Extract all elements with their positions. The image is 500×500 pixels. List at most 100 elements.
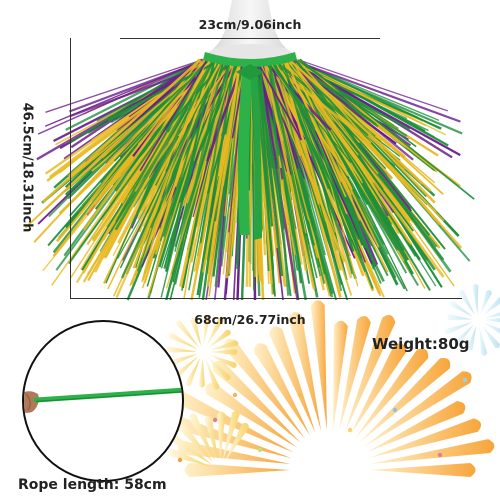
firework-ray [205,317,224,347]
tinsel-strand [290,60,432,192]
firework-ray [205,357,220,390]
confetti-dot [257,447,263,453]
tinsel-strand [272,63,317,130]
tinsel-strand [297,59,417,148]
firework-ray [480,290,492,315]
tinsel-strand [42,58,201,203]
tinsel-strand [139,60,208,172]
width-dimension-line [70,298,462,299]
firework-ray [454,324,474,346]
confetti-dot [392,407,398,413]
firework-ray [363,371,472,448]
tinsel-strand [298,59,448,112]
firework-ray [207,356,231,381]
firework-ray [166,346,198,353]
confetti-dot [212,417,218,423]
firework-ray [370,463,476,477]
firework-ray [368,418,482,459]
firework-ray [472,283,479,315]
tinsel-strand [45,59,201,113]
length-label: 46.5cm/18.31inch [19,102,35,233]
firework-ray [369,439,495,465]
tinsel-strand [282,63,329,190]
tinsel-cape-image [24,0,475,301]
tinsel-strand [69,58,208,113]
firework-ray [253,343,310,436]
firework-ray [176,320,200,348]
firework-ray [204,415,218,461]
confetti-dot [232,392,238,398]
firework-ray [168,332,198,350]
firework-ray [225,422,249,462]
firework-ray [189,413,216,462]
tinsel-strand [272,64,320,205]
firework-ray [212,360,301,443]
firework-ray [444,322,473,335]
tinsel-strand [131,61,214,226]
tinsel-strand [202,65,241,273]
tinsel-strand [67,61,208,200]
firework-ray [203,314,210,347]
tinsel-strand [149,63,222,229]
confetti-dot [177,457,183,463]
tinsel-strand [258,65,284,277]
hand [24,391,39,413]
firework-ray [344,315,396,433]
tinsel-strand [163,62,220,269]
firework-ray [208,354,237,369]
confetti-dot [297,392,303,398]
tie-ribbon [237,66,253,235]
firework-ray [310,300,328,431]
firework-ray [482,296,500,317]
tinsel-strand [286,61,347,198]
tinsel-strand [165,65,235,289]
tinsel-strand [288,62,379,175]
firework-ray [269,326,316,433]
tinsel-strand [82,58,206,231]
confetti-dot [437,452,443,458]
tinsel-strand [224,65,242,217]
firework-ray [350,343,407,436]
tinsel-strand [69,60,209,217]
firework-ray [484,317,500,323]
firework-ray [217,411,226,461]
tinsel-strand [289,60,461,157]
tinsel-strand [115,59,208,223]
tinsel-strand [264,65,316,290]
tinsel-strand [258,65,279,169]
tinsel-strand [137,63,221,215]
firework-ray [179,424,214,463]
firework-ray [222,410,240,461]
tinsel-strand [258,65,303,141]
tinsel-strand [114,61,214,231]
firework-ray [170,353,198,366]
width-label: 68cm/26.77inch [194,312,306,327]
firework-ray [332,320,348,431]
height-dimension-line [70,38,71,298]
firework-ray [173,356,199,380]
firework-ray [458,290,475,315]
mannequin-neck [212,0,288,50]
firework-ray [208,340,239,351]
firework-ray [483,322,500,334]
confetti-dot [462,377,468,383]
tinsel-strand [297,59,421,203]
firework-ray [483,312,500,319]
firework-ray [338,315,371,432]
firework-ray [446,314,473,321]
firework-ray [190,317,202,347]
confetti-dot [347,427,353,433]
rope-length-label: Rope length: 58cm [18,477,167,493]
collar-ribbon [203,52,297,67]
tinsel-strand [268,64,319,298]
rope-inset [22,320,184,482]
firework-ray [172,436,212,465]
tinsel-strand [291,58,461,123]
tinsel-strand [147,63,222,296]
rope [33,387,182,403]
firework-ray [481,324,500,349]
firework-ray [177,440,291,465]
firework-ray [209,349,238,355]
firework-ray [288,311,322,432]
